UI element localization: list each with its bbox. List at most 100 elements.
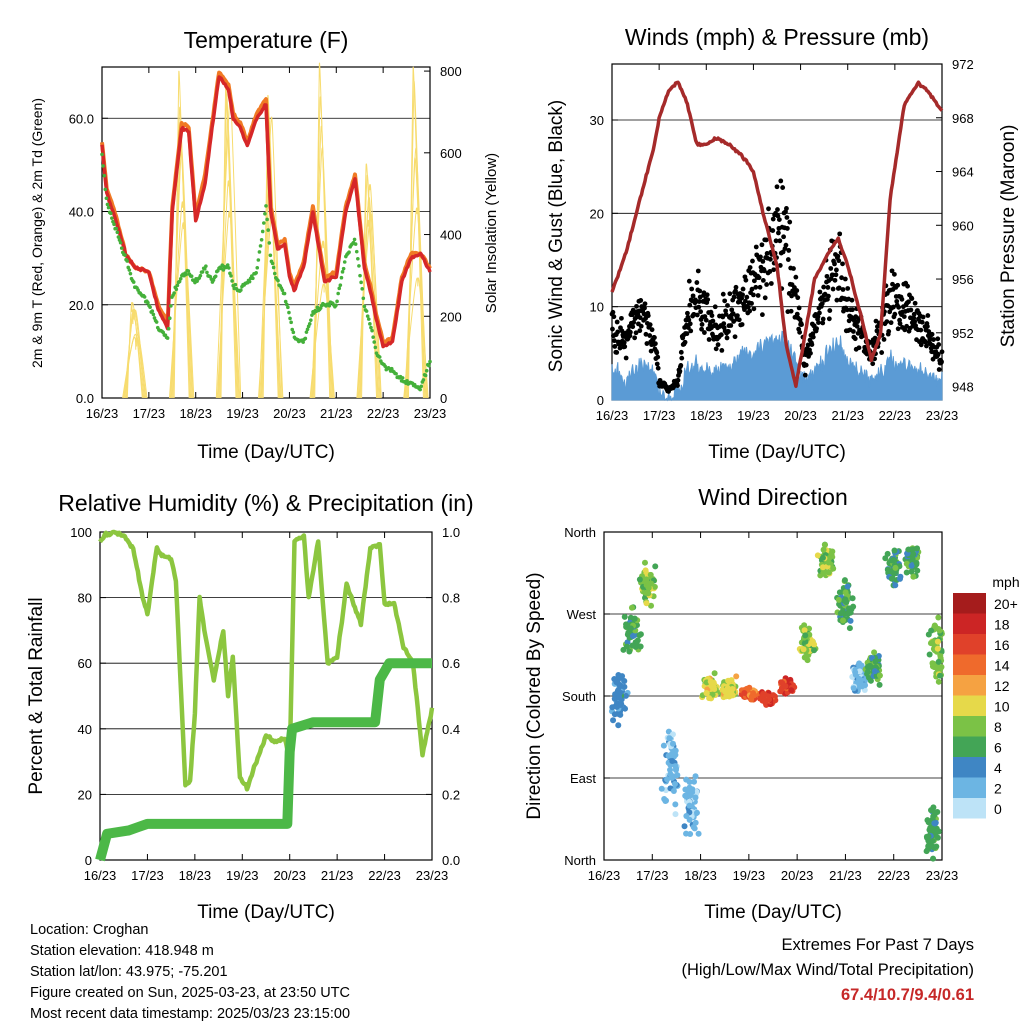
y2-tick-label: 956 bbox=[952, 272, 974, 287]
direction-point bbox=[849, 595, 856, 602]
direction-point bbox=[660, 742, 667, 749]
gust-point bbox=[817, 289, 823, 295]
dewpoint-point bbox=[364, 309, 369, 313]
dewpoint-point bbox=[198, 273, 203, 278]
direction-point bbox=[829, 548, 836, 555]
direction-point bbox=[642, 567, 649, 574]
gust-point bbox=[757, 284, 763, 290]
direction-point bbox=[830, 565, 837, 572]
gust-point bbox=[677, 368, 683, 374]
direction-point bbox=[914, 545, 921, 552]
gust-point bbox=[786, 248, 792, 253]
dewpoint-point bbox=[225, 263, 230, 267]
gust-point bbox=[773, 238, 779, 244]
series-2m-temperature bbox=[100, 75, 432, 349]
gust-point bbox=[889, 268, 895, 274]
direction-point bbox=[913, 559, 920, 566]
dewpoint-point bbox=[104, 196, 109, 201]
x-tick-label: 22/23 bbox=[368, 868, 401, 883]
chart-panel-1: Temperature (F) Time (Day/UTC) 16/23 17/23 1… bbox=[29, 27, 500, 463]
direction-point bbox=[864, 668, 871, 675]
legend-swatch bbox=[953, 654, 986, 675]
gust-point bbox=[675, 377, 681, 383]
gust-point bbox=[689, 286, 695, 292]
gust-point bbox=[749, 286, 755, 292]
y-tick-label: 30 bbox=[590, 113, 604, 128]
gust-point bbox=[720, 291, 726, 297]
dewpoint-point bbox=[172, 291, 176, 295]
direction-point bbox=[857, 679, 864, 686]
dewpoint-point bbox=[371, 335, 375, 339]
legend-swatch bbox=[953, 777, 986, 798]
x-axis-label: Time (Day/UTC) bbox=[708, 442, 846, 463]
gust-point bbox=[645, 313, 651, 319]
dewpoint-point bbox=[251, 276, 255, 281]
dewpoint-point bbox=[258, 244, 263, 248]
dewpoint-point bbox=[339, 275, 344, 280]
dewpoint-point bbox=[184, 272, 188, 277]
direction-point bbox=[645, 590, 652, 597]
direction-point bbox=[686, 816, 693, 823]
x-tick-label: 17/23 bbox=[636, 868, 669, 883]
dewpoint-point bbox=[362, 304, 367, 309]
dewpoint-point bbox=[189, 274, 194, 278]
gust-point bbox=[870, 361, 876, 367]
dewpoint-point bbox=[287, 310, 291, 315]
dewpoint-point bbox=[353, 242, 358, 246]
y2-tick-label: 400 bbox=[440, 228, 462, 243]
dewpoint-point bbox=[272, 271, 277, 276]
direction-point bbox=[628, 604, 635, 611]
y-tick-label: South bbox=[562, 689, 596, 704]
gust-point bbox=[648, 348, 654, 354]
direction-point bbox=[687, 792, 694, 799]
gust-point bbox=[743, 277, 749, 283]
y-axis-label: Percent & Total Rainfall bbox=[26, 597, 47, 794]
direction-point bbox=[669, 731, 676, 738]
dewpoint-point bbox=[268, 253, 273, 258]
x-axis-label: Time (Day/UTC) bbox=[197, 442, 335, 463]
direction-point bbox=[908, 568, 915, 575]
direction-point bbox=[891, 547, 898, 554]
direction-point bbox=[672, 801, 679, 808]
direction-point bbox=[926, 651, 933, 658]
direction-point bbox=[664, 776, 671, 783]
direction-point bbox=[692, 773, 699, 780]
direction-point bbox=[672, 780, 679, 787]
legend-label: 12 bbox=[994, 678, 1010, 694]
gust-point bbox=[760, 278, 766, 283]
gust-point bbox=[759, 242, 765, 248]
direction-point bbox=[617, 702, 624, 709]
direction-point bbox=[852, 669, 859, 676]
dewpoint-point bbox=[418, 387, 422, 392]
gust-point bbox=[649, 327, 655, 333]
gust-point bbox=[936, 367, 942, 372]
direction-point bbox=[611, 676, 618, 683]
gust-point bbox=[675, 383, 680, 388]
gust-point bbox=[729, 307, 735, 313]
dewpoint-point bbox=[125, 259, 129, 263]
y-tick-label: 0 bbox=[597, 393, 604, 408]
direction-point bbox=[933, 843, 940, 850]
gust-point bbox=[895, 326, 901, 332]
direction-point bbox=[811, 647, 818, 654]
gust-point bbox=[678, 362, 684, 368]
legend-label: 8 bbox=[994, 719, 1002, 735]
gust-point bbox=[612, 344, 618, 349]
gust-point bbox=[814, 326, 819, 331]
gust-point bbox=[775, 213, 781, 219]
direction-point bbox=[888, 575, 895, 582]
y-axis-label: 2m & 9m T (Red, Orange) & 2m Td (Green) bbox=[29, 98, 45, 368]
gust-point bbox=[797, 329, 803, 335]
dewpoint-point bbox=[340, 270, 345, 274]
gust-point bbox=[884, 319, 890, 325]
legend-swatch bbox=[953, 613, 986, 634]
gust-point bbox=[837, 231, 843, 237]
gust-point bbox=[696, 299, 702, 304]
dewpoint-point bbox=[230, 279, 234, 283]
direction-point bbox=[733, 673, 740, 680]
direction-point bbox=[610, 717, 617, 724]
gust-point bbox=[647, 322, 653, 328]
gust-point bbox=[654, 350, 660, 356]
y-axis-label: Direction (Colored By Speed) bbox=[524, 572, 545, 819]
